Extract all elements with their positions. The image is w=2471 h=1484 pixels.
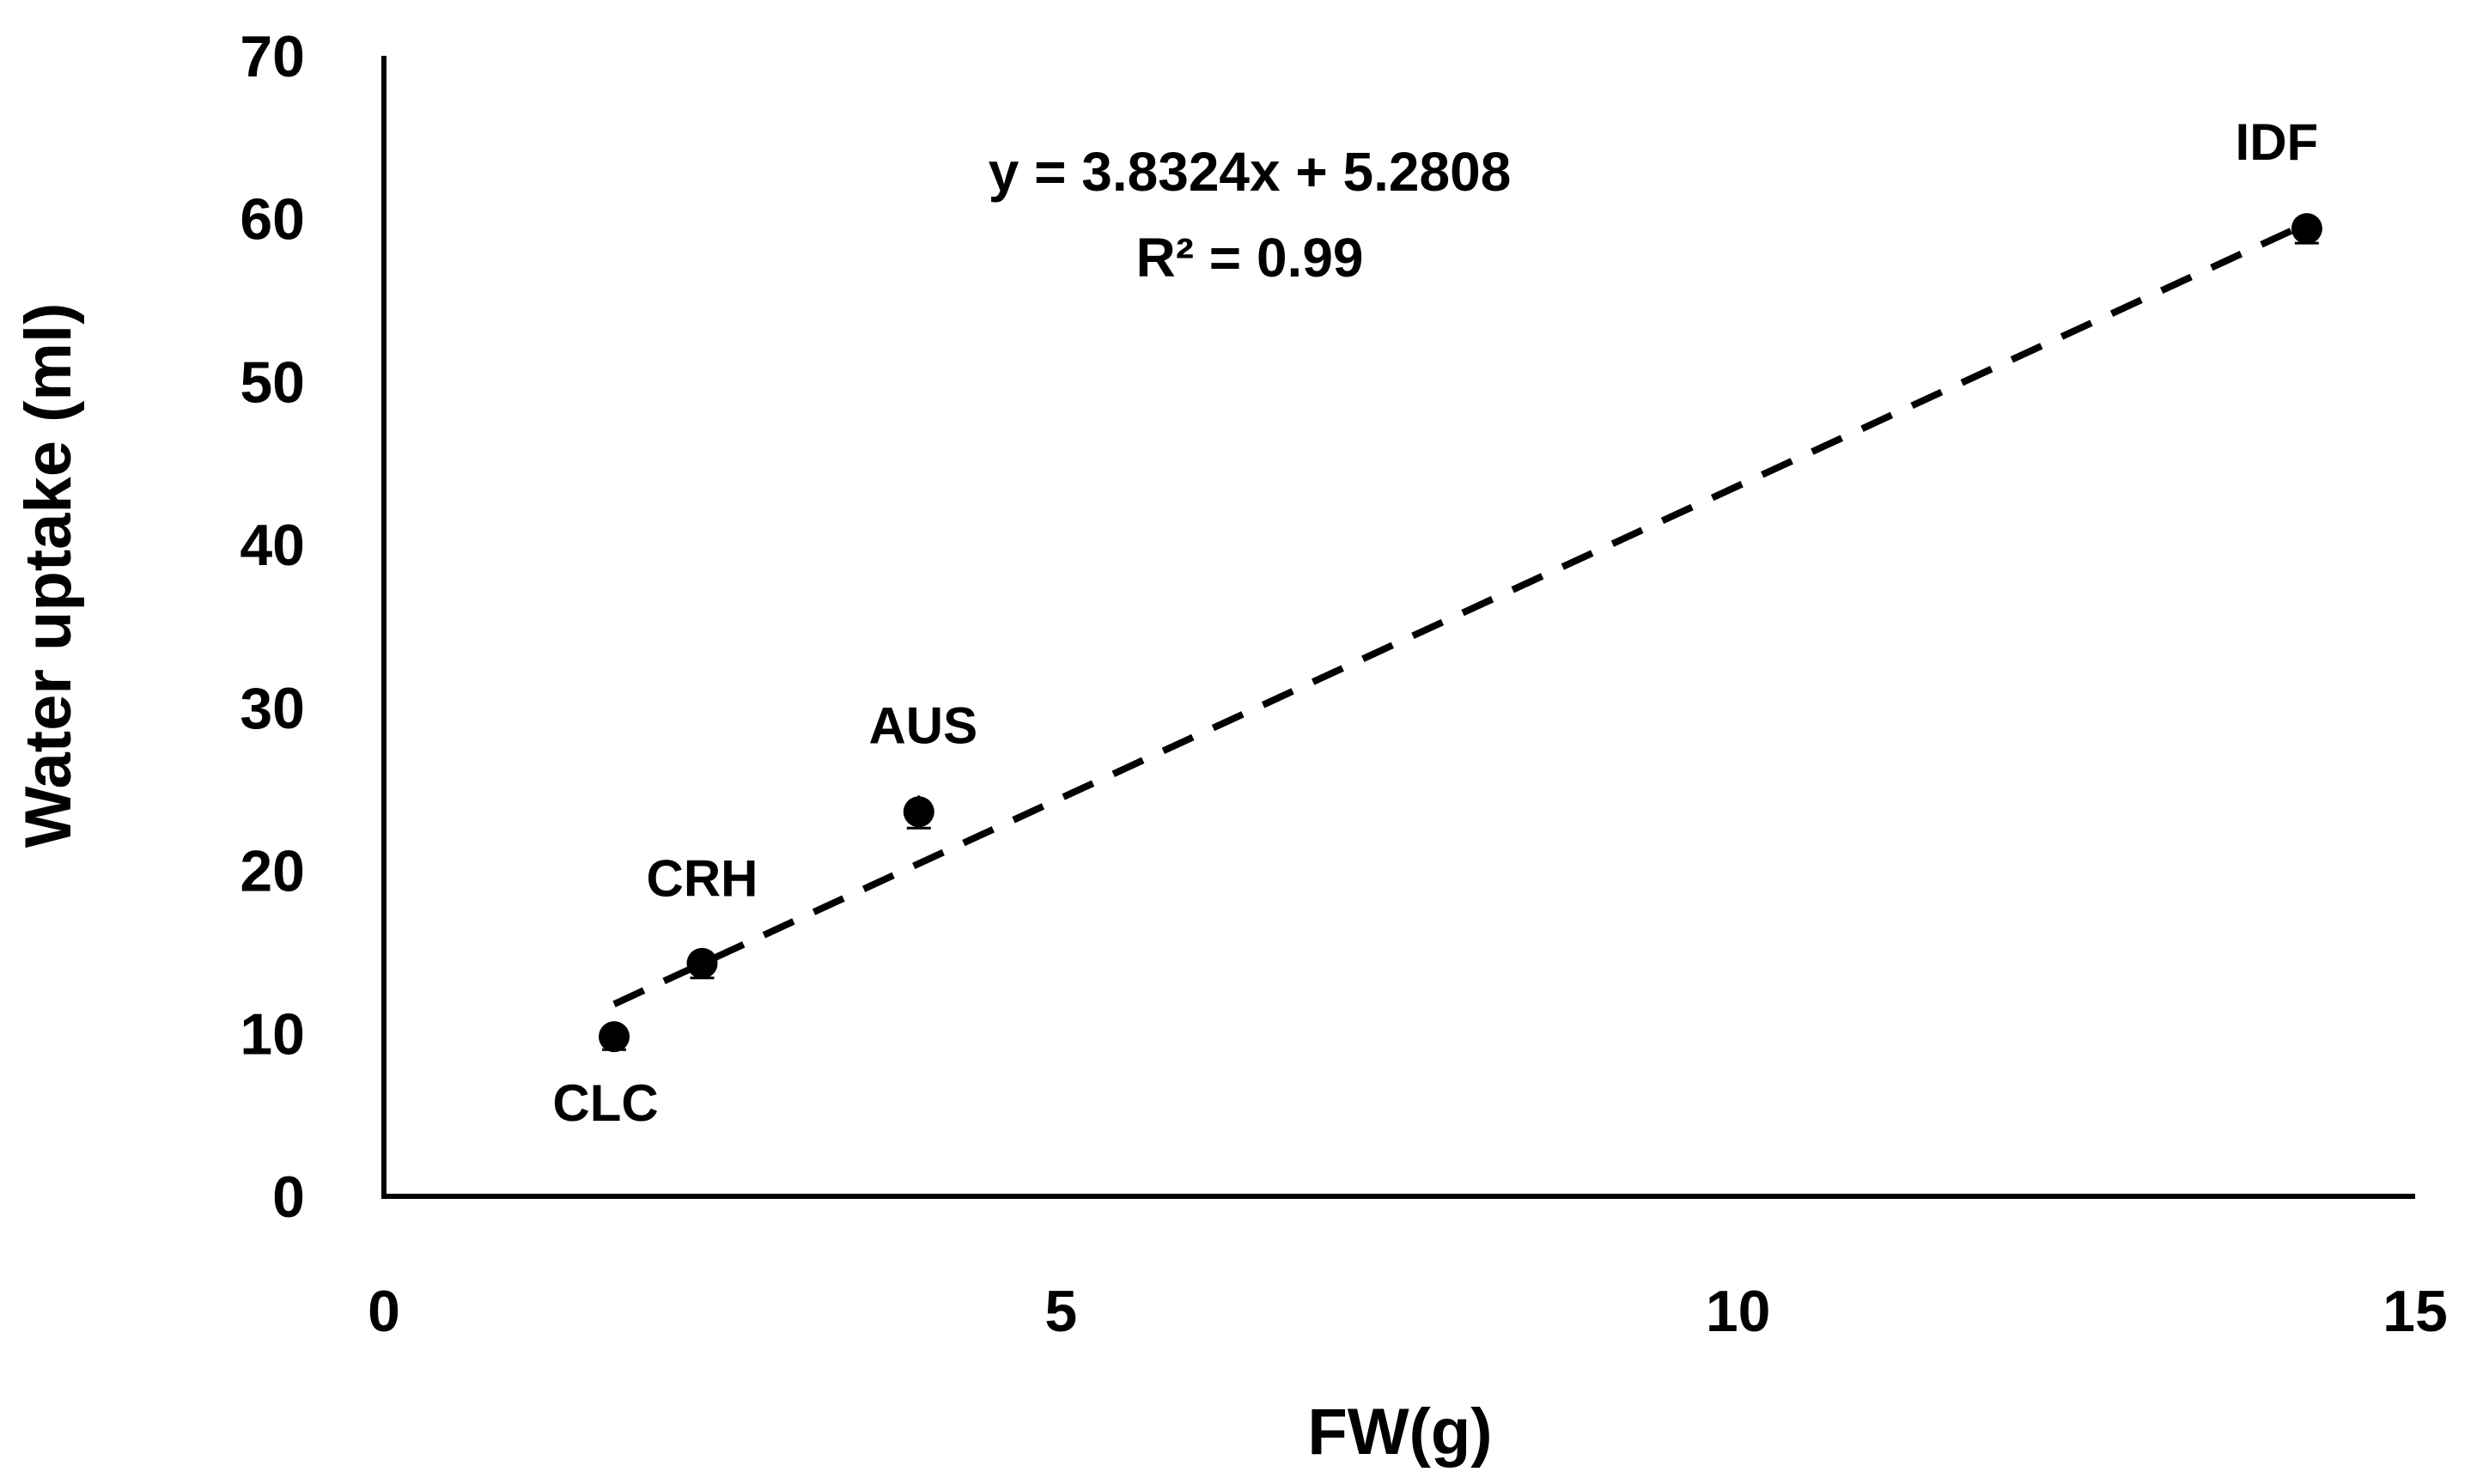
axes [381,56,2415,1199]
x-tick-label: 5 [1044,1279,1077,1344]
y-tick-label: 70 [240,24,305,89]
y-tick-label: 60 [240,187,305,252]
data-points: CLC CRH AUS IDF [552,113,2322,1132]
data-marker [903,796,934,828]
data-point-idf: IDF [2236,113,2322,245]
equation-text: y = 3.8324x + 5.2808 [989,141,1512,203]
y-tick-label: 10 [240,1001,305,1067]
x-tick-label: 15 [2383,1279,2448,1344]
y-axis-title: Water uptake (ml) [12,303,85,848]
x-tick-labels: 0 5 10 15 [368,1279,2448,1344]
y-tick-labels: 0 10 20 30 40 50 60 70 [240,24,305,1230]
y-tick-label: 50 [240,350,305,415]
data-point-crh: CRH [647,850,758,980]
data-marker [686,947,718,979]
data-marker [599,1021,630,1053]
x-tick-label: 10 [1706,1279,1771,1344]
y-tick-label: 20 [240,839,305,904]
point-label: AUS [868,696,977,754]
point-label: CRH [647,850,758,908]
y-tick-label: 30 [240,676,305,741]
point-label: IDF [2236,113,2319,171]
y-tick-label: 0 [272,1165,305,1230]
r-squared-text: R² = 0.99 [1135,227,1363,289]
point-label: CLC [552,1074,658,1132]
data-marker [2291,213,2322,245]
trendline [612,220,2309,1007]
data-point-clc: CLC [552,1021,659,1132]
y-tick-label: 40 [240,513,305,578]
x-axis-title: FW(g) [1307,1396,1492,1469]
data-point-aus: AUS [868,696,977,830]
x-tick-label: 0 [368,1279,400,1344]
equation-annotation: y = 3.8324x + 5.2808 R² = 0.99 [989,141,1512,289]
